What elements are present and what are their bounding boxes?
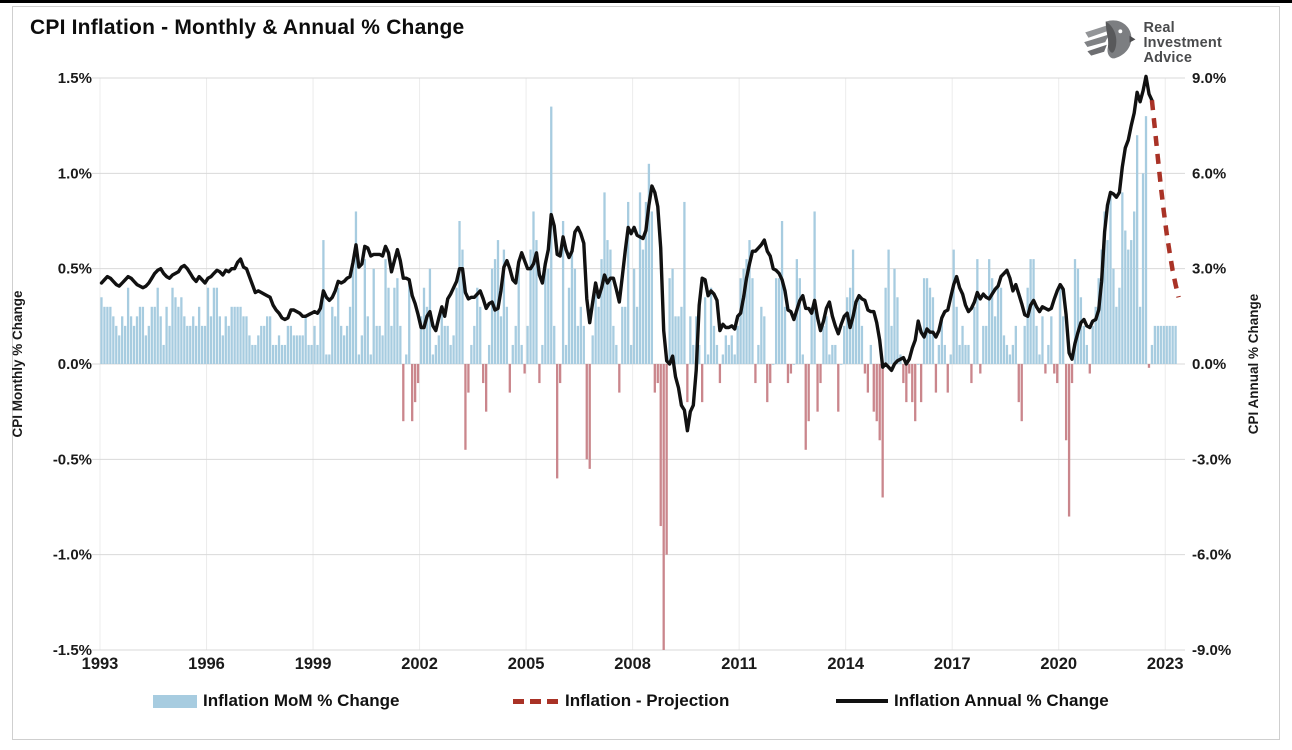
logo-text: Real Investment Advice [1143,21,1222,66]
legend-label-annual: Inflation Annual % Change [894,691,1109,710]
legend-swatch-projection-dash [513,698,559,704]
legend-label-mom: Inflation MoM % Change [203,691,400,710]
legend-item-projection: Inflation - Projection [513,690,729,712]
legend-item-annual: Inflation Annual % Change [836,690,1109,712]
eagle-icon [1082,14,1136,73]
legend-swatch-annual-line [836,699,888,703]
legend-label-projection: Inflation - Projection [565,691,730,710]
ria-logo: Real Investment Advice [1082,14,1222,73]
chart-frame [12,6,1280,740]
top-border [0,0,1292,3]
legend-item-mom: Inflation MoM % Change [153,690,399,712]
chart-legend: Inflation MoM % Change Inflation - Proje… [0,690,1292,716]
logo-line-2: Investment [1143,35,1222,51]
legend-swatch-mom-bar [153,694,197,708]
logo-line-3: Advice [1143,50,1193,66]
page-title: CPI Inflation - Monthly & Annual % Chang… [30,16,465,39]
logo-line-1: Real [1143,20,1175,36]
